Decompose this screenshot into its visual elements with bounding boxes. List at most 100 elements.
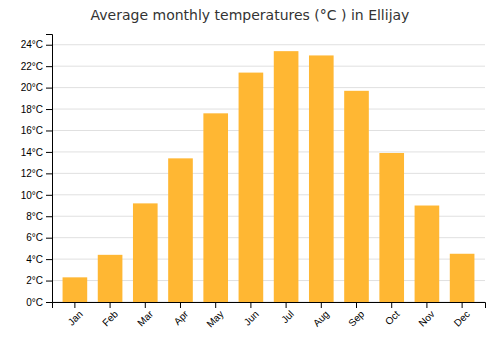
y-tick: 4°C	[26, 254, 52, 265]
x-axis-line	[53, 303, 486, 309]
y-tick-label: 4°C	[26, 254, 43, 265]
y-tick-mark	[46, 45, 52, 46]
x-tick: Sep	[346, 302, 367, 329]
bar	[203, 113, 228, 302]
x-tick-label: Sep	[346, 308, 367, 329]
grid	[52, 45, 485, 302]
y-tick: 14°C	[21, 147, 52, 158]
bar	[379, 153, 404, 302]
x-tick-mark	[74, 302, 75, 308]
bar	[133, 203, 158, 302]
bar	[450, 254, 475, 302]
x-tick: Jan	[66, 302, 85, 328]
chart-svg: 0°C 2°C 4°C 6°C 8°C 10°C 12°C 14°C 16°C 18°C 20°C 2…	[0, 0, 500, 350]
grid-line	[52, 44, 485, 45]
grid-line	[52, 130, 485, 131]
x-tick-label: Jun	[242, 308, 261, 327]
y-tick-label: 0°C	[26, 297, 43, 308]
y-tick-label: 20°C	[21, 82, 43, 93]
grid-line	[52, 109, 485, 110]
y-tick-mark	[46, 216, 52, 217]
bar	[168, 158, 193, 302]
y-tick-mark	[46, 66, 52, 67]
y-tick: 0°C	[26, 297, 52, 308]
x-tick: Dec	[452, 302, 472, 329]
x-tick-label: Dec	[452, 308, 472, 328]
y-tick-label: 10°C	[21, 190, 43, 201]
x-tick: Mar	[135, 302, 155, 328]
x-tick: Oct	[383, 302, 402, 327]
x-tick-mark	[215, 302, 216, 308]
x-tick-label: Jul	[279, 308, 296, 325]
x-tick: Feb	[100, 302, 120, 328]
x-tick-label: Feb	[100, 308, 120, 328]
x-tick-mark	[462, 302, 463, 308]
bar	[239, 73, 264, 302]
grid-line	[52, 173, 485, 174]
y-tick: 22°C	[21, 61, 52, 72]
grid-line	[52, 151, 485, 152]
grid-line	[52, 87, 485, 88]
y-tick-mark	[46, 130, 52, 131]
bar	[274, 51, 299, 302]
x-tick-mark	[391, 302, 392, 308]
y-tick: 18°C	[21, 104, 52, 115]
bar	[98, 255, 123, 302]
x-tick-mark	[426, 302, 427, 308]
bars	[63, 51, 475, 302]
y-tick-mark	[46, 259, 52, 260]
x-tick-label: Oct	[383, 308, 402, 327]
y-tick-mark	[46, 238, 52, 239]
x-tick: Apr	[172, 302, 191, 327]
y-tick-mark	[46, 109, 52, 110]
x-tick-mark	[250, 302, 251, 308]
y-tick: 2°C	[26, 275, 52, 286]
y-tick: 24°C	[21, 39, 52, 50]
bar	[415, 206, 440, 302]
y-tick-label: 12°C	[21, 168, 43, 179]
y-axis-line	[46, 35, 53, 303]
x-tick: Jun	[242, 302, 261, 328]
bar	[344, 91, 369, 302]
x-tick-label: Aug	[311, 308, 331, 328]
y-tick: 16°C	[21, 125, 52, 136]
x-tick: May	[204, 302, 225, 330]
y-tick: 20°C	[21, 82, 52, 93]
bar	[63, 277, 88, 302]
y-tick-label: 22°C	[21, 61, 43, 72]
y-tick: 8°C	[26, 211, 52, 222]
y-tick-label: 18°C	[21, 104, 43, 115]
x-tick-label: Apr	[172, 308, 191, 327]
y-tick-mark	[46, 88, 52, 89]
x-axis: Jan Feb Mar Apr May Jun Jul Aug Sep Oct Nov Dec	[53, 302, 486, 330]
x-tick-mark	[180, 302, 181, 308]
x-tick-mark	[110, 302, 111, 308]
plot: 0°C 2°C 4°C 6°C 8°C 10°C 12°C 14°C 16°C 18°C 20°C 2…	[21, 35, 486, 330]
y-tick-label: 14°C	[21, 147, 43, 158]
y-tick-mark	[46, 281, 52, 282]
grid-line	[52, 66, 485, 67]
x-tick: Jul	[279, 302, 296, 325]
x-tick: Nov	[416, 302, 436, 329]
title: Average monthly temperatures (°C ) in El…	[91, 7, 410, 23]
y-tick: 10°C	[21, 190, 52, 201]
y-tick-label: 6°C	[26, 232, 43, 243]
y-tick-label: 8°C	[26, 211, 43, 222]
y-tick-mark	[46, 173, 52, 174]
y-tick-label: 24°C	[21, 39, 43, 50]
y-axis: 0°C 2°C 4°C 6°C 8°C 10°C 12°C 14°C 16°C 18°C 20°C 2…	[21, 35, 53, 308]
y-tick-label: 16°C	[21, 125, 43, 136]
y-tick-mark	[46, 195, 52, 196]
x-tick-label: Nov	[416, 308, 436, 328]
bar	[309, 55, 334, 302]
x-tick-label: Mar	[135, 308, 155, 328]
x-tick-label: May	[204, 308, 225, 329]
x-tick-mark	[145, 302, 146, 308]
y-tick-label: 2°C	[26, 275, 43, 286]
y-tick-mark	[46, 302, 52, 303]
x-tick: Aug	[311, 302, 331, 329]
y-tick: 6°C	[26, 232, 52, 243]
chart-container: 0°C 2°C 4°C 6°C 8°C 10°C 12°C 14°C 16°C 18°C 20°C 2…	[0, 0, 500, 350]
x-tick-mark	[321, 302, 322, 308]
grid-line	[52, 194, 485, 195]
